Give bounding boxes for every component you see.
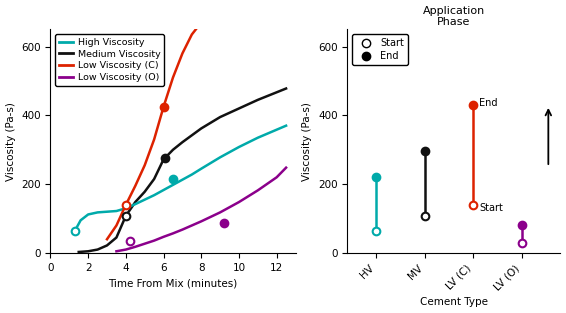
Title: Application
Phase: Application Phase xyxy=(423,6,485,27)
Text: End: End xyxy=(479,98,498,108)
Y-axis label: Viscosity (Pa-s): Viscosity (Pa-s) xyxy=(6,102,15,181)
Y-axis label: Viscosity (Pa-s): Viscosity (Pa-s) xyxy=(302,102,312,181)
X-axis label: Time From Mix (minutes): Time From Mix (minutes) xyxy=(108,278,238,288)
X-axis label: Cement Type: Cement Type xyxy=(420,297,488,307)
Text: Start: Start xyxy=(479,203,503,213)
Legend: High Viscosity, Medium Viscosity, Low Viscosity (C), Low Viscosity (O): High Viscosity, Medium Viscosity, Low Vi… xyxy=(55,34,164,86)
Legend: Start, End: Start, End xyxy=(352,34,408,65)
